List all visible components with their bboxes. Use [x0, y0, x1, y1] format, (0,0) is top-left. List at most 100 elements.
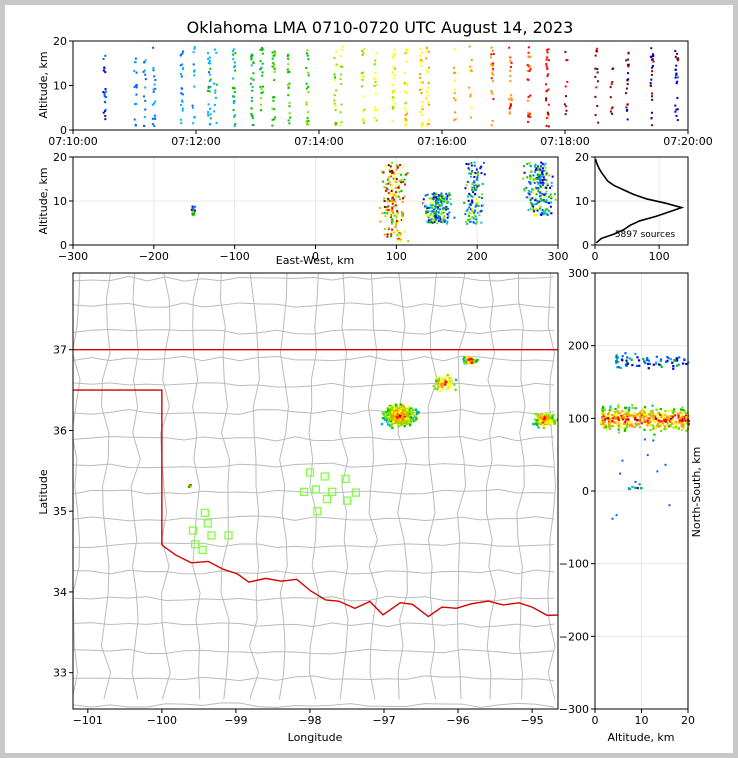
ns-height-source [648, 413, 651, 416]
ew-height-source [394, 214, 397, 217]
ns-height-source [638, 412, 642, 415]
county-line [100, 273, 112, 700]
map-source [395, 405, 398, 409]
ew-height-source [467, 199, 470, 202]
ns-height-source [683, 423, 686, 426]
time-height-source [426, 69, 429, 72]
time-height-source [406, 52, 409, 55]
county-line [73, 302, 555, 309]
map-source [399, 403, 402, 406]
time-height-source [287, 57, 290, 60]
ew-height-source [541, 213, 544, 216]
ew-height-source [437, 211, 440, 214]
time-height-source [468, 45, 471, 48]
ew-height-source [393, 200, 396, 203]
map-source [539, 416, 543, 420]
ew-height-source [550, 184, 553, 187]
time-height-source [403, 106, 406, 109]
time-height-source [333, 102, 336, 105]
time-height-source [427, 82, 430, 85]
time-height-source [214, 91, 217, 94]
time-height-source [153, 75, 156, 78]
ew-height-source [390, 199, 393, 202]
ns-height-source [641, 408, 644, 412]
time-height-source [261, 52, 264, 55]
time-height-source [250, 55, 253, 58]
map-source [469, 355, 472, 359]
ns-height-source [668, 420, 672, 423]
ew-height-source [445, 208, 448, 211]
ew-height-source [396, 230, 399, 233]
time-height-source [340, 121, 343, 124]
ew-height-source [396, 196, 399, 199]
ew-height-source [476, 187, 479, 190]
ns-height-source [617, 428, 620, 431]
ns-height-source [628, 357, 631, 360]
ew-height-source [473, 214, 476, 217]
ew-height-source [547, 202, 550, 205]
ns-height-source [625, 359, 628, 362]
time-height-source [306, 123, 309, 126]
time-height-source [135, 102, 138, 105]
time-height-source [152, 90, 155, 93]
time-height-source [360, 72, 363, 75]
time-height-source [470, 69, 473, 72]
ew-height-source [439, 217, 442, 220]
ew-height-source [476, 185, 479, 188]
map-source [536, 420, 539, 424]
map-source [411, 417, 414, 420]
map-source [388, 417, 391, 421]
ns-height-source [612, 417, 615, 420]
time-height-source [333, 73, 336, 76]
ew-height-source [541, 167, 544, 170]
ns-height-source [607, 412, 611, 415]
ew-height-source [442, 216, 445, 219]
ew-height-source [468, 211, 471, 214]
ew-height-source [445, 198, 448, 201]
time-height-source [288, 122, 291, 125]
ns-height-source [606, 415, 609, 418]
ew-height-source [473, 161, 476, 164]
ew-height-source [549, 205, 552, 208]
time-height-source [546, 51, 549, 54]
ns-height-source [654, 417, 658, 420]
ns-height-source [680, 420, 684, 423]
time-height-source [208, 59, 211, 62]
time-height-source [215, 51, 218, 54]
time-height-source [105, 96, 108, 99]
ew-height-source [386, 235, 389, 238]
map-source [395, 416, 399, 419]
ew-height-source [466, 180, 469, 183]
time-height-source [288, 112, 291, 115]
map-source [436, 376, 439, 379]
ew-height-source [432, 208, 435, 211]
time-height-x-tick-label: 07:16:00 [417, 135, 466, 148]
time-height-source [152, 46, 155, 49]
time-height-source [207, 111, 210, 114]
ew-height-source [441, 196, 444, 199]
time-height-source [490, 63, 493, 66]
map-source [399, 418, 402, 422]
time-height-source [252, 61, 255, 64]
map-source [538, 418, 541, 422]
ns-height-source [681, 414, 684, 417]
map-source [536, 415, 540, 418]
time-height-source [594, 114, 597, 117]
map-source [465, 356, 469, 359]
time-height-source [250, 99, 253, 102]
time-height-source [209, 67, 212, 70]
time-height-source [420, 124, 423, 127]
time-height-source [214, 96, 217, 99]
ew-height-source [551, 175, 554, 178]
ns-height-source [637, 359, 641, 362]
ew-height-source [430, 210, 433, 213]
county-line [73, 488, 555, 495]
time-height-source [650, 73, 653, 76]
ew-height-source [536, 173, 539, 176]
ew-height-source [550, 212, 553, 215]
time-height-source [339, 65, 342, 68]
ns-height-source [661, 421, 664, 424]
ew-height-source [530, 191, 533, 194]
time-height-source [420, 51, 423, 54]
ew-height-source [528, 189, 531, 192]
